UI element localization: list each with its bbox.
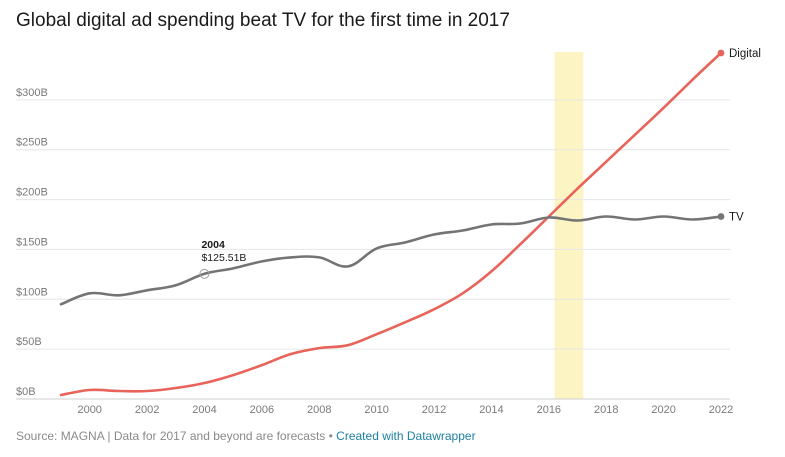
annotation-year: 2004	[201, 239, 225, 251]
y-tick-label: $300B	[16, 87, 48, 99]
tv-series-label: TV	[729, 212, 744, 224]
y-tick-label: $200B	[16, 187, 48, 199]
x-tick-label: 2010	[364, 404, 388, 416]
x-tick-label: 2022	[709, 404, 733, 416]
x-tick-label: 2014	[479, 404, 503, 416]
line-chart: $0B$50B$100B$150B$200B$250B$300B 2000 200…	[16, 48, 761, 416]
digital-series-line	[59, 51, 723, 397]
y-tick-label: $100B	[16, 286, 48, 298]
annotation-value: $125.51B	[201, 252, 246, 264]
digital-series-label: Digital	[729, 48, 761, 60]
x-tick-label: 2008	[307, 404, 331, 416]
tv-end-point	[717, 213, 725, 220]
annotation-layer: 2004$125.51B	[199, 239, 246, 279]
footer: Source: MAGNA | Data for 2017 and beyond…	[16, 429, 476, 443]
x-tick-label: 2012	[422, 404, 446, 416]
chart-title: Global digital ad spending beat TV for t…	[16, 10, 510, 31]
y-axis-labels: $0B $50B $100B $150B $200B $250B $300B	[16, 87, 48, 398]
digital-end-point	[717, 49, 725, 57]
x-tick-label: 2002	[135, 404, 159, 416]
highlight-layer	[554, 52, 584, 399]
x-tick-label: 2004	[192, 404, 216, 416]
series-layer: Digital TV	[59, 48, 761, 397]
y-tick-label: $250B	[16, 137, 48, 149]
x-axis-labels: 2000 2002 2004 2006 2008 2010 2012 2014 2016 2018…	[77, 404, 733, 416]
y-tick-label: $0B	[16, 386, 36, 398]
footer-separator: •	[325, 429, 337, 443]
tv-series-line	[59, 215, 723, 306]
x-tick-label: 2018	[594, 404, 618, 416]
x-tick-label: 2020	[651, 404, 675, 416]
source-note: Source: MAGNA | Data for 2017 and beyond…	[16, 429, 326, 443]
x-tick-label: 2016	[537, 404, 561, 416]
y-tick-label: $150B	[16, 236, 48, 248]
y-tick-label: $50B	[16, 336, 42, 348]
x-tick-label: 2000	[77, 404, 101, 416]
annotation-marker	[199, 268, 210, 279]
forecast-highlight-band	[554, 52, 584, 399]
datawrapper-credit-link[interactable]: Created with Datawrapper	[336, 429, 476, 443]
x-tick-label: 2006	[250, 404, 274, 416]
